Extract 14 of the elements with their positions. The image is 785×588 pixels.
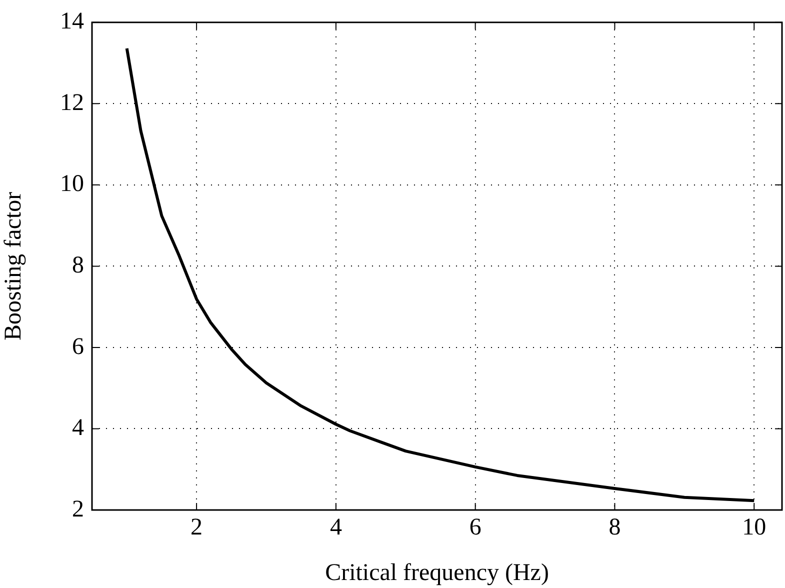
y-tick-label: 14 — [60, 8, 84, 35]
y-axis-title: Boosting factor — [0, 192, 27, 341]
x-tick-label: 8 — [608, 514, 621, 541]
y-tick-label: 10 — [60, 171, 84, 198]
y-tick-label: 8 — [72, 252, 84, 278]
y-tick-label: 6 — [72, 334, 84, 360]
x-tick-label: 2 — [190, 514, 203, 541]
x-tick-label: 6 — [469, 514, 482, 541]
x-axis-title: Critical frequency (Hz) — [325, 560, 549, 586]
y-tick-label: 2 — [72, 496, 84, 522]
x-tick-label: 4 — [330, 514, 342, 541]
y-tick-label: 4 — [72, 415, 84, 442]
x-tick-label: 10 — [742, 514, 766, 541]
y-tick-label: 12 — [60, 90, 84, 116]
